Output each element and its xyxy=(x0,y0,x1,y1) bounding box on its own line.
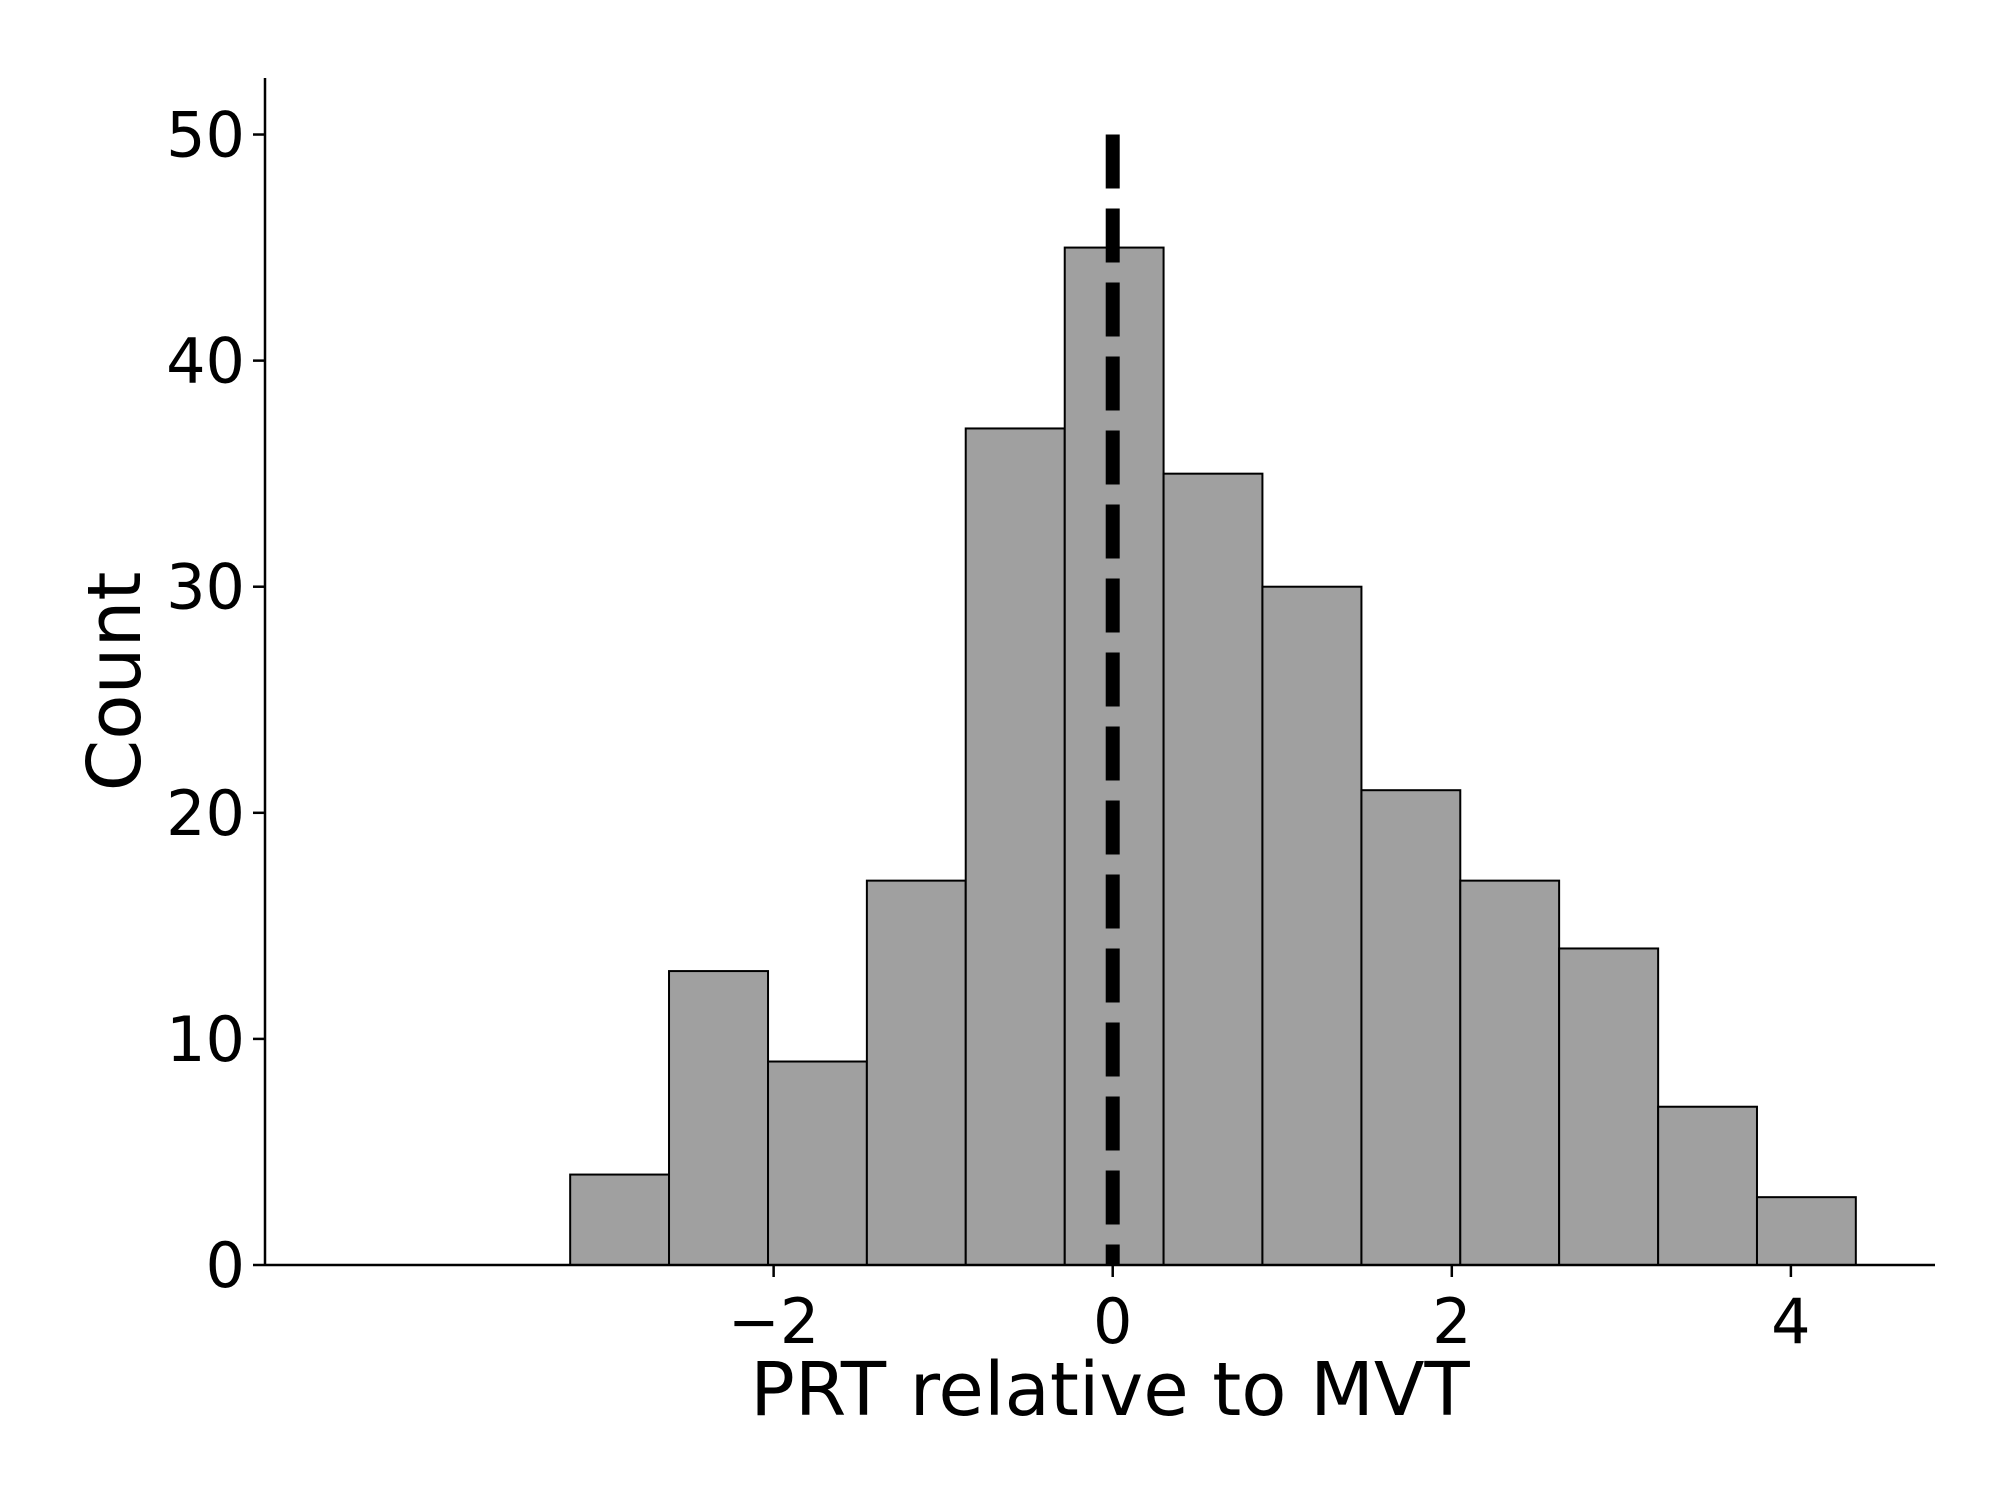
x-tick-label: 0 xyxy=(1093,1285,1132,1358)
y-tick-label: 0 xyxy=(206,1229,245,1302)
x-tick-label: −2 xyxy=(728,1285,819,1358)
histogram-bar xyxy=(767,1060,868,1266)
histogram-bar xyxy=(1360,789,1462,1266)
histogram-bar xyxy=(1755,1196,1857,1266)
y-axis-title: Count xyxy=(72,572,158,792)
x-axis-ticks: −2 0 2 4 xyxy=(728,1265,1811,1358)
histogram-bar xyxy=(569,1173,671,1266)
y-tick-label: 40 xyxy=(166,325,245,398)
histogram-bar xyxy=(964,427,1066,1266)
histogram-bar xyxy=(865,879,967,1267)
histogram-bar xyxy=(668,970,770,1266)
x-tick-label: 4 xyxy=(1771,1285,1810,1358)
y-axis-ticks: 0 10 20 30 40 50 xyxy=(166,99,265,1302)
x-axis-title: PRT relative to MVT xyxy=(750,1347,1470,1433)
y-tick-label: 50 xyxy=(166,99,245,172)
y-tick-label: 30 xyxy=(166,551,245,624)
histogram-bars xyxy=(569,246,1857,1267)
histogram-bar xyxy=(1162,472,1264,1266)
y-tick-label: 20 xyxy=(166,777,245,850)
x-tick-label: 2 xyxy=(1432,1285,1471,1358)
histogram-bar xyxy=(1459,879,1561,1267)
y-tick-label: 10 xyxy=(166,1003,245,1076)
histogram-bar xyxy=(1657,1105,1758,1266)
histogram-bar xyxy=(1261,585,1363,1266)
histogram-bar xyxy=(1558,947,1660,1266)
